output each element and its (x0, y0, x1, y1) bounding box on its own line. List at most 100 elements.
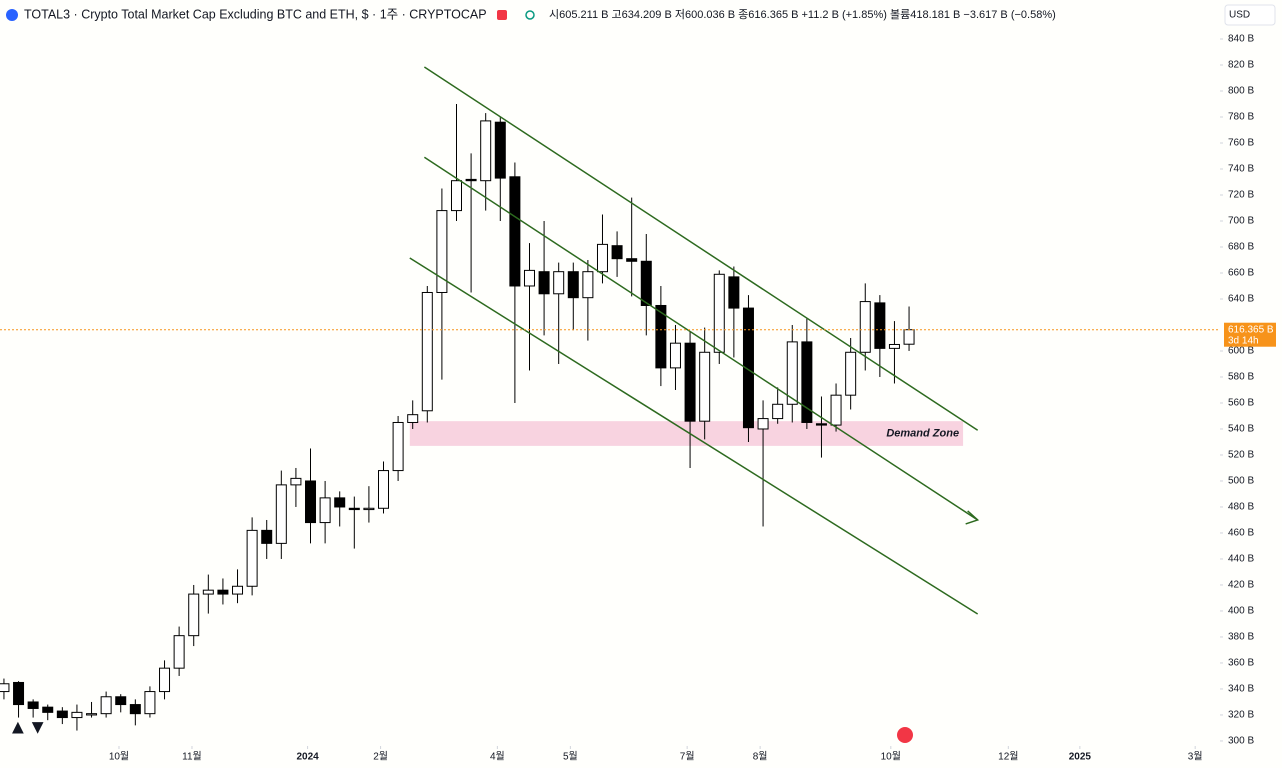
ohlc-readout: 시605.211 B 고634.209 B 저600.036 B 종616.36… (549, 8, 1056, 21)
y-tick-label: 840 B (1228, 34, 1254, 45)
candle-body (261, 529, 273, 544)
currency-label[interactable]: USD (1229, 10, 1250, 21)
candle-body (159, 667, 171, 693)
candle-body (567, 271, 579, 299)
candle-body (71, 711, 83, 719)
candle-body (407, 414, 419, 423)
y-tick-label: 700 B (1228, 216, 1254, 227)
candle-body (626, 258, 638, 262)
currency-button[interactable] (1224, 4, 1276, 26)
x-tick-label: 11월 (182, 751, 202, 763)
candle-body (465, 178, 477, 182)
x-tick-label: 7월 (680, 751, 695, 763)
y-tick-label: 300 B (1228, 736, 1254, 747)
candle-body (903, 329, 915, 345)
candle-body (217, 589, 229, 595)
y-tick-label: 680 B (1228, 242, 1254, 253)
candle-body (553, 271, 565, 295)
candle-body (188, 593, 200, 637)
candle-body (757, 418, 769, 430)
candle-body (655, 304, 667, 369)
trendline (423, 156, 979, 521)
y-tick-label: 380 B (1228, 632, 1254, 643)
trendline (409, 257, 979, 615)
y-tick-label: 540 B (1228, 424, 1254, 435)
plot-area: Demand Zone (0, 66, 980, 731)
candle-body (669, 342, 681, 369)
y-tick-label: 500 B (1228, 476, 1254, 487)
candle-body (728, 276, 740, 309)
y-tick-label: 720 B (1228, 190, 1254, 201)
y-tick-label: 600 B (1228, 346, 1254, 357)
y-tick-label: 780 B (1228, 112, 1254, 123)
candle-body (815, 423, 827, 426)
y-tick-label: 580 B (1228, 372, 1254, 383)
candle-body (596, 243, 608, 273)
candle-body (27, 701, 39, 709)
x-tick-label: 10월 (109, 751, 129, 763)
countdown-label: 3d 14h (1228, 335, 1259, 346)
candle-body (42, 706, 54, 713)
x-tick-label: 2025 (1069, 752, 1092, 763)
candle-body (115, 696, 127, 706)
candle-body (173, 635, 185, 669)
candle-body (888, 343, 900, 349)
y-tick-label: 520 B (1228, 450, 1254, 461)
candle-body (56, 710, 68, 719)
y-tick-label: 360 B (1228, 658, 1254, 669)
x-tick-label: 8월 (753, 751, 768, 763)
y-tick-label: 800 B (1228, 86, 1254, 97)
candle-body (450, 180, 462, 212)
candle-body (290, 477, 302, 486)
x-tick-label: 5월 (563, 751, 578, 763)
candle-body (305, 480, 317, 524)
candle-body (611, 245, 623, 260)
candle-body (786, 341, 798, 405)
symbol-title: TOTAL3 · Crypto Total Market Cap Excludi… (24, 7, 487, 21)
x-tick-label: 4월 (490, 751, 505, 763)
candle-body (742, 307, 754, 429)
candle-body (246, 529, 258, 587)
candle-body (509, 176, 521, 287)
trendline (423, 66, 979, 431)
last-price-label: 616.365 B (1228, 324, 1274, 335)
candle-body (363, 507, 375, 511)
zone-label: Demand Zone (886, 427, 959, 439)
y-tick-label: 640 B (1228, 294, 1254, 305)
y-tick-label: 440 B (1228, 554, 1254, 565)
candle-body (480, 120, 492, 182)
candle-body (319, 497, 331, 524)
x-tick-label: 3월 (1188, 751, 1203, 763)
header-bar (0, 0, 1220, 30)
y-tick-label: 740 B (1228, 164, 1254, 175)
candle-body (699, 351, 711, 422)
y-tick-label: 820 B (1228, 60, 1254, 71)
event-icon (897, 727, 913, 743)
symbol-icon (6, 9, 18, 21)
y-tick-label: 560 B (1228, 398, 1254, 409)
candle-body (421, 291, 433, 412)
candle-body (436, 210, 448, 293)
candle-body (494, 121, 506, 179)
candle-body (801, 341, 813, 423)
flag-icon (497, 10, 507, 20)
y-tick-label: 340 B (1228, 684, 1254, 695)
candle-body (86, 713, 98, 716)
candle-body (684, 342, 696, 422)
svg-text:▲▼: ▲▼ (8, 716, 48, 738)
y-tick-label: 320 B (1228, 710, 1254, 721)
y-tick-label: 460 B (1228, 528, 1254, 539)
candle-body (348, 507, 360, 511)
y-tick-label: 400 B (1228, 606, 1254, 617)
candle-body (129, 704, 141, 715)
candle-body (582, 271, 594, 299)
x-tick-label: 2월 (373, 751, 388, 763)
y-tick-label: 420 B (1228, 580, 1254, 591)
candle-body (392, 421, 404, 472)
candle-body (275, 484, 287, 544)
candle-body (334, 497, 346, 508)
candle-body (859, 301, 871, 353)
y-tick-label: 480 B (1228, 502, 1254, 513)
